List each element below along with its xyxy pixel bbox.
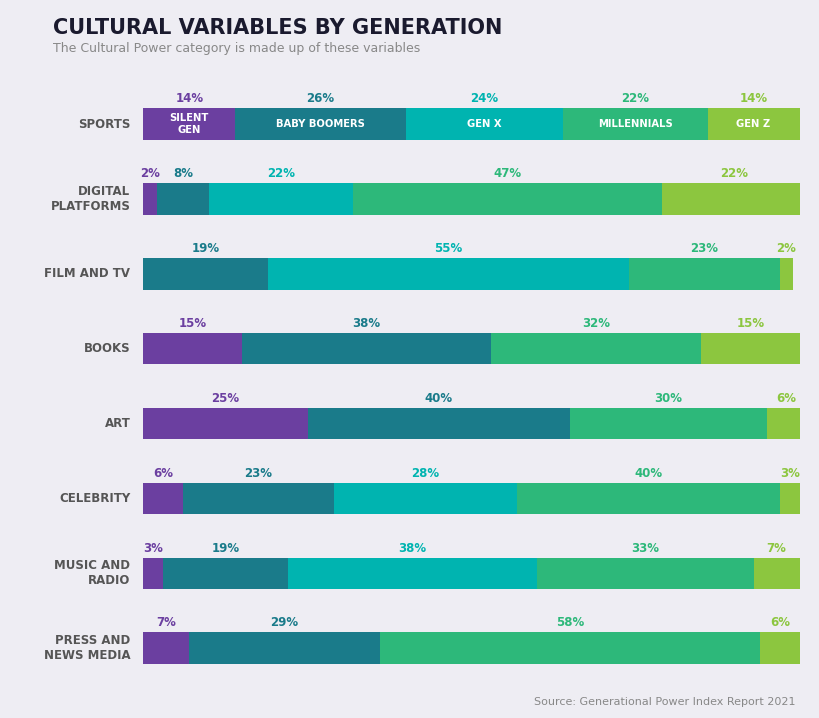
Bar <box>491 333 700 364</box>
Bar <box>333 482 517 514</box>
Bar <box>183 482 333 514</box>
Bar <box>143 333 242 364</box>
Text: 22%: 22% <box>719 167 747 180</box>
Text: 2%: 2% <box>776 242 795 255</box>
Text: 6%: 6% <box>153 467 173 480</box>
Text: 26%: 26% <box>306 93 334 106</box>
Text: BOOKS: BOOKS <box>84 342 130 355</box>
Text: 23%: 23% <box>690 242 717 255</box>
Text: 2%: 2% <box>140 167 160 180</box>
Text: 19%: 19% <box>211 541 239 554</box>
Text: 28%: 28% <box>411 467 439 480</box>
Text: 24%: 24% <box>470 93 498 106</box>
Bar <box>405 108 563 140</box>
Text: 3%: 3% <box>779 467 799 480</box>
Text: 47%: 47% <box>493 167 521 180</box>
Bar <box>143 557 163 589</box>
Text: MUSIC AND
RADIO: MUSIC AND RADIO <box>54 559 130 587</box>
Text: 40%: 40% <box>634 467 662 480</box>
Text: CELEBRITY: CELEBRITY <box>59 492 130 505</box>
Text: 14%: 14% <box>175 93 203 106</box>
Text: SPORTS: SPORTS <box>78 118 130 131</box>
Bar <box>307 408 569 439</box>
Bar <box>235 108 405 140</box>
Bar <box>268 258 628 289</box>
Bar <box>779 258 792 289</box>
Text: 25%: 25% <box>211 392 239 405</box>
Bar <box>563 108 707 140</box>
Text: 7%: 7% <box>766 541 785 554</box>
Text: 38%: 38% <box>352 317 380 330</box>
Text: 15%: 15% <box>735 317 763 330</box>
Bar <box>353 183 661 215</box>
Bar <box>209 183 353 215</box>
Text: CULTURAL VARIABLES BY GENERATION: CULTURAL VARIABLES BY GENERATION <box>53 18 502 38</box>
Bar <box>143 108 235 140</box>
Text: 38%: 38% <box>398 541 426 554</box>
Text: 33%: 33% <box>631 541 658 554</box>
Bar <box>143 258 268 289</box>
Text: The Cultural Power category is made up of these variables: The Cultural Power category is made up o… <box>53 42 420 55</box>
Text: 22%: 22% <box>267 167 295 180</box>
Text: 58%: 58% <box>555 616 583 630</box>
Text: ART: ART <box>104 417 130 430</box>
Bar <box>536 557 753 589</box>
Text: 8%: 8% <box>173 167 192 180</box>
Text: BABY BOOMERS: BABY BOOMERS <box>276 119 364 129</box>
Text: 3%: 3% <box>143 541 163 554</box>
Bar <box>753 557 799 589</box>
Text: SILENT
GEN: SILENT GEN <box>170 113 209 135</box>
Text: 40%: 40% <box>424 392 452 405</box>
Text: MILLENNIALS: MILLENNIALS <box>597 119 672 129</box>
Text: GEN X: GEN X <box>467 119 501 129</box>
Bar <box>156 183 209 215</box>
Bar <box>163 557 287 589</box>
Bar <box>189 633 379 664</box>
Bar <box>517 482 779 514</box>
Text: DIGITAL
PLATFORMS: DIGITAL PLATFORMS <box>51 185 130 213</box>
Bar <box>143 183 156 215</box>
Text: PRESS AND
NEWS MEDIA: PRESS AND NEWS MEDIA <box>43 634 130 662</box>
Text: Source: Generational Power Index Report 2021: Source: Generational Power Index Report … <box>533 697 794 707</box>
Bar <box>143 482 183 514</box>
Text: 15%: 15% <box>179 317 206 330</box>
Text: 30%: 30% <box>654 392 681 405</box>
Bar <box>707 108 799 140</box>
Bar <box>628 258 779 289</box>
Bar <box>779 482 799 514</box>
Bar <box>766 408 805 439</box>
Bar <box>143 633 189 664</box>
Text: GEN Z: GEN Z <box>735 119 770 129</box>
Bar <box>242 333 491 364</box>
Text: 23%: 23% <box>244 467 272 480</box>
Text: 14%: 14% <box>739 93 767 106</box>
Bar <box>379 633 759 664</box>
Bar <box>143 408 307 439</box>
Text: 29%: 29% <box>270 616 298 630</box>
Bar <box>569 408 766 439</box>
Text: 6%: 6% <box>776 392 795 405</box>
Bar <box>759 633 799 664</box>
Text: 19%: 19% <box>192 242 219 255</box>
Text: FILM AND TV: FILM AND TV <box>44 267 130 280</box>
Bar <box>287 557 536 589</box>
Bar <box>661 183 805 215</box>
Text: 7%: 7% <box>156 616 176 630</box>
Text: 6%: 6% <box>769 616 789 630</box>
Text: 55%: 55% <box>434 242 462 255</box>
Text: 32%: 32% <box>581 317 609 330</box>
Bar <box>700 333 799 364</box>
Text: 22%: 22% <box>621 93 649 106</box>
